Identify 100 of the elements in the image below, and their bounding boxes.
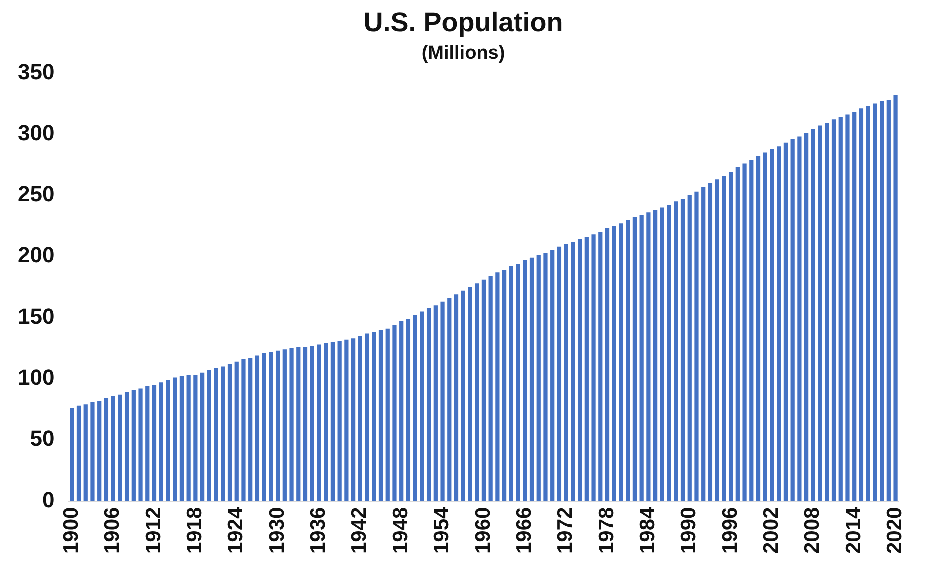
bar — [846, 114, 850, 502]
bar — [214, 368, 218, 502]
x-tick-label: 1984 — [636, 506, 660, 554]
bar — [694, 192, 699, 502]
y-tick-label: 350 — [18, 59, 55, 84]
bar — [282, 350, 287, 502]
bar — [426, 308, 432, 502]
bar — [290, 348, 294, 502]
bar — [667, 205, 672, 502]
bar — [557, 246, 562, 502]
bar — [248, 358, 253, 502]
bar — [98, 400, 102, 502]
bar — [598, 232, 603, 502]
bar — [255, 356, 260, 502]
bar — [612, 226, 616, 502]
bar — [448, 298, 452, 502]
bar — [228, 364, 232, 502]
x-tick-label: 1972 — [554, 507, 578, 554]
y-tick-label: 100 — [18, 365, 55, 390]
bar — [886, 100, 891, 502]
bar — [461, 290, 466, 502]
bar — [146, 386, 150, 502]
bar — [482, 280, 486, 502]
x-tick-label: 1936 — [307, 507, 330, 554]
bar — [866, 106, 870, 502]
bar — [207, 370, 212, 502]
x-tick-label: 1930 — [266, 507, 289, 554]
x-tick-label: 1966 — [512, 507, 536, 554]
bar — [242, 359, 246, 502]
bar — [420, 312, 424, 502]
bar — [523, 260, 528, 502]
bar — [372, 332, 376, 502]
bar — [406, 319, 411, 502]
bar — [386, 328, 390, 502]
bar — [584, 237, 589, 502]
bar — [221, 366, 226, 502]
bar — [550, 250, 555, 502]
bar — [186, 375, 191, 502]
bar — [454, 294, 459, 502]
y-tick-label: 300 — [18, 120, 55, 146]
bar — [605, 228, 610, 502]
bar — [434, 306, 438, 502]
bar — [468, 287, 472, 502]
bar — [722, 176, 726, 502]
bar — [688, 196, 692, 502]
bar — [742, 164, 747, 502]
x-tick-label: 1900 — [60, 507, 83, 554]
x-tick-label: 1942 — [348, 507, 372, 554]
bar — [138, 388, 143, 502]
bar — [166, 380, 170, 502]
bar — [413, 315, 418, 502]
bar — [811, 129, 816, 502]
x-tick-label: 1948 — [389, 506, 412, 554]
x-tick-label: 1960 — [472, 507, 495, 554]
bar — [736, 167, 740, 502]
bar — [859, 108, 864, 502]
bar — [653, 210, 658, 502]
x-tick-label: 1912 — [142, 507, 166, 554]
bar — [84, 404, 88, 502]
bar — [351, 338, 356, 502]
bar — [132, 390, 136, 502]
bar — [838, 117, 843, 502]
bar — [344, 340, 349, 502]
bar — [310, 346, 314, 502]
bar — [619, 224, 624, 502]
bar — [544, 252, 548, 502]
bar — [715, 180, 720, 502]
bar — [262, 353, 266, 502]
x-tick-label: 2020 — [884, 507, 907, 554]
chart-title: U.S. Population — [364, 8, 564, 38]
bar — [784, 142, 788, 502]
bar — [194, 375, 198, 502]
bar — [296, 347, 301, 502]
bar — [317, 344, 322, 502]
bar — [708, 183, 713, 502]
y-tick-label: 250 — [18, 182, 55, 207]
bar — [894, 95, 898, 502]
bar — [790, 139, 795, 502]
bar — [118, 394, 122, 502]
x-tick-label: 1906 — [101, 507, 124, 554]
bar — [365, 334, 370, 502]
bar — [378, 330, 384, 502]
bar — [173, 378, 178, 502]
bar — [509, 266, 514, 502]
bar — [660, 208, 664, 502]
x-tick-label: 2008 — [801, 506, 824, 554]
bar — [111, 396, 116, 502]
bar — [825, 123, 830, 502]
x-tick-label: 2002 — [760, 507, 784, 554]
bar — [880, 101, 884, 502]
bar — [502, 270, 507, 502]
bar — [392, 325, 397, 502]
bar — [180, 376, 184, 502]
bar — [536, 255, 541, 502]
bar — [640, 215, 644, 502]
bar — [440, 302, 445, 502]
bar — [763, 152, 768, 502]
y-tick-label: 0 — [42, 487, 55, 512]
bar — [516, 264, 520, 502]
bar — [488, 276, 493, 502]
